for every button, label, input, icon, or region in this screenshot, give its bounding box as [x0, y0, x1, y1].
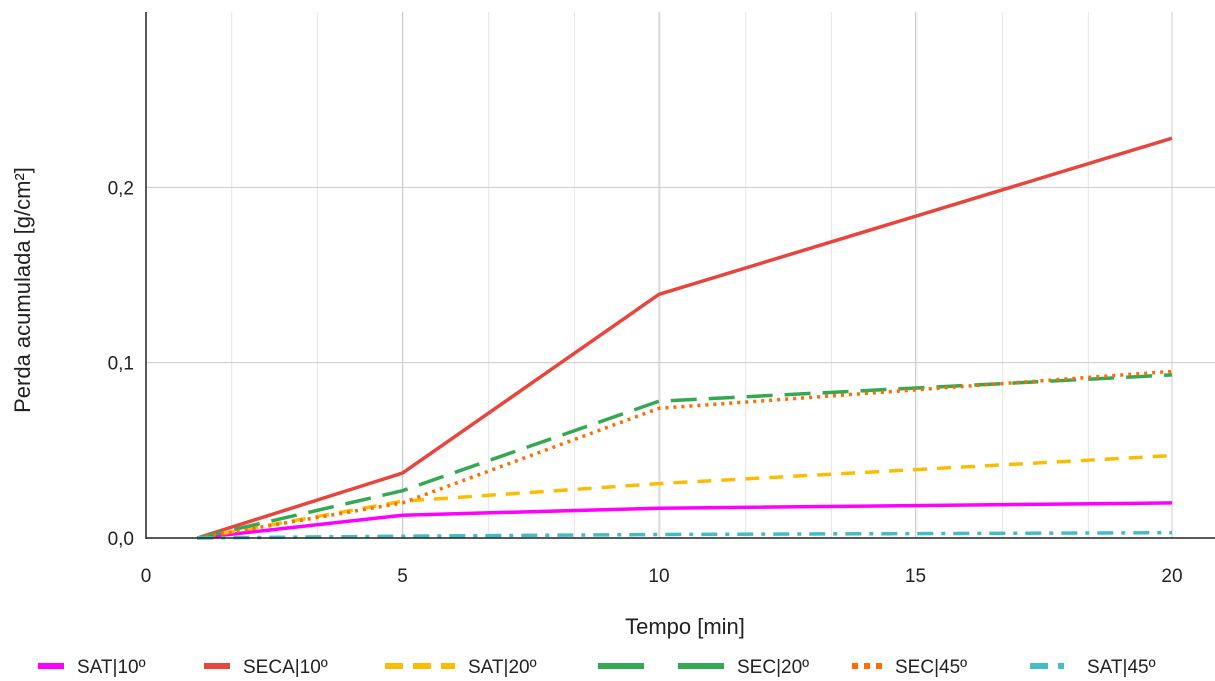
tick-labels: 0 5 10 15 20 0,0 0,1 0,2 [108, 178, 1183, 587]
series-line-4 [197, 369, 1173, 540]
series-line-2 [196, 453, 1173, 540]
axes [145, 12, 1215, 539]
legend: SAT|10º SECA|10º SAT|20º SEC|20º SEC|45º SAT|… [38, 657, 1156, 678]
legend-label-0: SAT|10º [77, 657, 146, 678]
legend-label-5: SAT|45º [1087, 657, 1156, 678]
series-line-0 [197, 501, 1173, 540]
y-tick-label: 0,0 [108, 529, 134, 550]
legend-label-1: SECA|10º [243, 657, 328, 678]
gridlines [146, 12, 1215, 538]
series-line-1 [196, 136, 1173, 540]
x-tick-label: 10 [648, 566, 669, 587]
series-lines [196, 136, 1173, 540]
legend-label-3: SEC|20º [737, 657, 809, 678]
x-tick-label: 15 [905, 566, 926, 587]
series-line-3 [196, 373, 1173, 540]
x-tick-label: 20 [1161, 566, 1182, 587]
legend-label-2: SAT|20º [468, 657, 537, 678]
y-tick-label: 0,2 [108, 178, 134, 199]
x-axis-title: Tempo [min] [625, 614, 745, 639]
legend-label-4: SEC|45º [895, 657, 967, 678]
y-axis-title: Perda acumulada [g/cm²] [10, 167, 35, 413]
x-tick-label: 5 [397, 566, 408, 587]
series-line-5 [197, 530, 1173, 540]
x-tick-label: 0 [141, 566, 152, 587]
y-tick-label: 0,1 [108, 354, 134, 375]
